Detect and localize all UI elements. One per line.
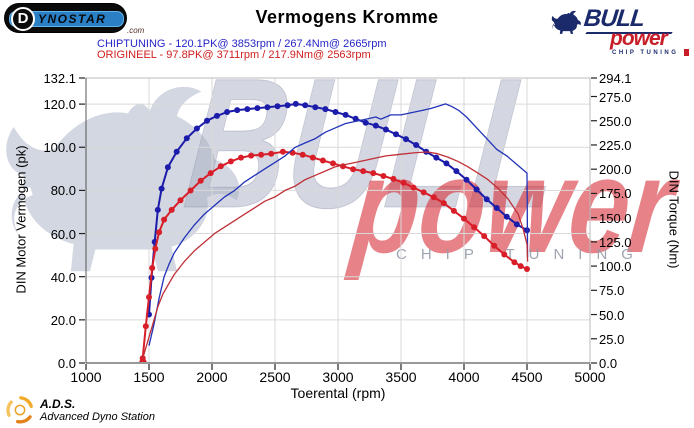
data-point-marker xyxy=(481,233,488,240)
data-point-marker xyxy=(430,194,437,201)
legend-chiptuning: CHIPTUNING - 120.1PK@ 3853rpm / 267.4Nm@… xyxy=(97,38,387,50)
data-point-marker xyxy=(227,158,234,165)
data-point-marker xyxy=(302,102,309,109)
data-point-marker xyxy=(473,186,480,193)
data-point-marker xyxy=(177,197,184,204)
data-point-marker xyxy=(142,323,149,330)
data-point-marker xyxy=(264,104,271,111)
data-point-marker xyxy=(207,170,214,177)
series-origineel-torque xyxy=(139,148,530,362)
data-point-marker xyxy=(238,154,244,161)
data-point-marker xyxy=(274,103,281,110)
ads-abbr: A.D.S. xyxy=(40,397,76,411)
data-point-marker xyxy=(443,160,450,167)
page-title: Vermogens Kromme xyxy=(255,7,439,27)
ads-swirl-icon xyxy=(6,396,33,424)
ads-full: Advanced Dyno Station xyxy=(40,411,155,423)
data-point-marker xyxy=(193,125,200,132)
data-point-marker xyxy=(524,266,530,272)
data-point-marker xyxy=(471,224,478,231)
data-point-marker xyxy=(440,200,447,207)
data-point-marker xyxy=(413,142,420,148)
data-point-marker xyxy=(372,122,379,129)
data-point-marker xyxy=(284,102,291,109)
data-point-marker xyxy=(410,184,417,191)
data-point-marker xyxy=(390,175,397,182)
dynostar-logo: D YNOSTAR xyxy=(5,4,126,32)
data-point-marker xyxy=(161,216,168,223)
data-point-marker xyxy=(149,265,156,271)
dynostar-logo-text: YNOSTAR xyxy=(38,12,107,26)
data-point-marker xyxy=(258,151,265,158)
data-point-marker xyxy=(501,251,508,258)
data-point-marker xyxy=(362,119,369,126)
data-point-marker xyxy=(146,294,152,301)
data-point-marker xyxy=(463,176,470,183)
data-point-marker xyxy=(352,115,359,122)
data-point-marker xyxy=(154,206,161,213)
data-point-marker xyxy=(217,163,224,170)
dynostar-logo-d: D xyxy=(11,7,35,31)
data-point-marker xyxy=(248,152,255,159)
data-point-marker xyxy=(173,148,180,155)
data-point-marker xyxy=(183,135,190,142)
data-point-marker xyxy=(312,104,319,111)
data-point-marker xyxy=(503,213,510,220)
data-point-marker xyxy=(268,150,275,157)
data-point-marker xyxy=(491,242,498,249)
data-point-marker xyxy=(400,179,407,186)
data-point-marker xyxy=(214,112,220,119)
data-point-marker xyxy=(299,151,306,158)
data-point-marker xyxy=(168,206,175,213)
data-point-marker xyxy=(360,168,367,175)
dynostar-logo-band xyxy=(9,11,124,27)
data-point-marker xyxy=(254,105,261,112)
data-point-marker xyxy=(187,187,194,194)
data-point-marker xyxy=(403,136,409,143)
data-point-marker xyxy=(517,263,524,270)
bullpower-logo: BULL power CHIP TUNING xyxy=(548,3,692,58)
data-point-marker xyxy=(370,170,377,177)
data-point-marker xyxy=(483,196,490,203)
data-point-marker xyxy=(332,109,339,115)
data-point-marker xyxy=(224,109,231,115)
data-point-marker xyxy=(309,154,316,161)
data-point-marker xyxy=(244,106,251,113)
data-point-marker xyxy=(197,177,204,184)
data-point-marker xyxy=(511,259,518,266)
data-point-marker xyxy=(158,185,165,192)
data-point-marker xyxy=(204,117,210,124)
bullpower-logo-power: power xyxy=(610,27,668,50)
data-point-marker xyxy=(279,148,286,155)
data-point-marker xyxy=(393,131,399,138)
data-point-marker xyxy=(420,189,427,196)
data-point-marker xyxy=(292,100,299,107)
data-point-marker xyxy=(433,154,440,161)
data-point-marker xyxy=(322,106,329,113)
data-point-marker xyxy=(461,215,467,222)
bullpower-logo-red-square xyxy=(684,49,689,56)
data-point-marker xyxy=(493,205,500,211)
data-point-marker xyxy=(164,164,171,171)
data-point-marker xyxy=(330,160,336,167)
data-point-marker xyxy=(319,157,326,164)
data-point-marker xyxy=(152,245,159,252)
data-point-marker xyxy=(513,221,520,228)
data-point-marker xyxy=(156,229,163,236)
data-point-marker xyxy=(342,111,349,118)
data-point-marker xyxy=(382,126,389,133)
data-point-marker xyxy=(453,168,460,175)
data-point-marker xyxy=(450,207,457,214)
dynostar-logo-suffix: .com xyxy=(127,26,145,35)
data-point-marker xyxy=(380,173,387,179)
bullpower-logo-chiptuning: CHIP TUNING xyxy=(612,50,679,56)
data-point-marker xyxy=(234,107,241,114)
legend-origineel: ORIGINEEL - 97.8PK@ 3711rpm / 217.9Nm@ 2… xyxy=(97,49,371,61)
data-point-marker xyxy=(350,166,357,173)
